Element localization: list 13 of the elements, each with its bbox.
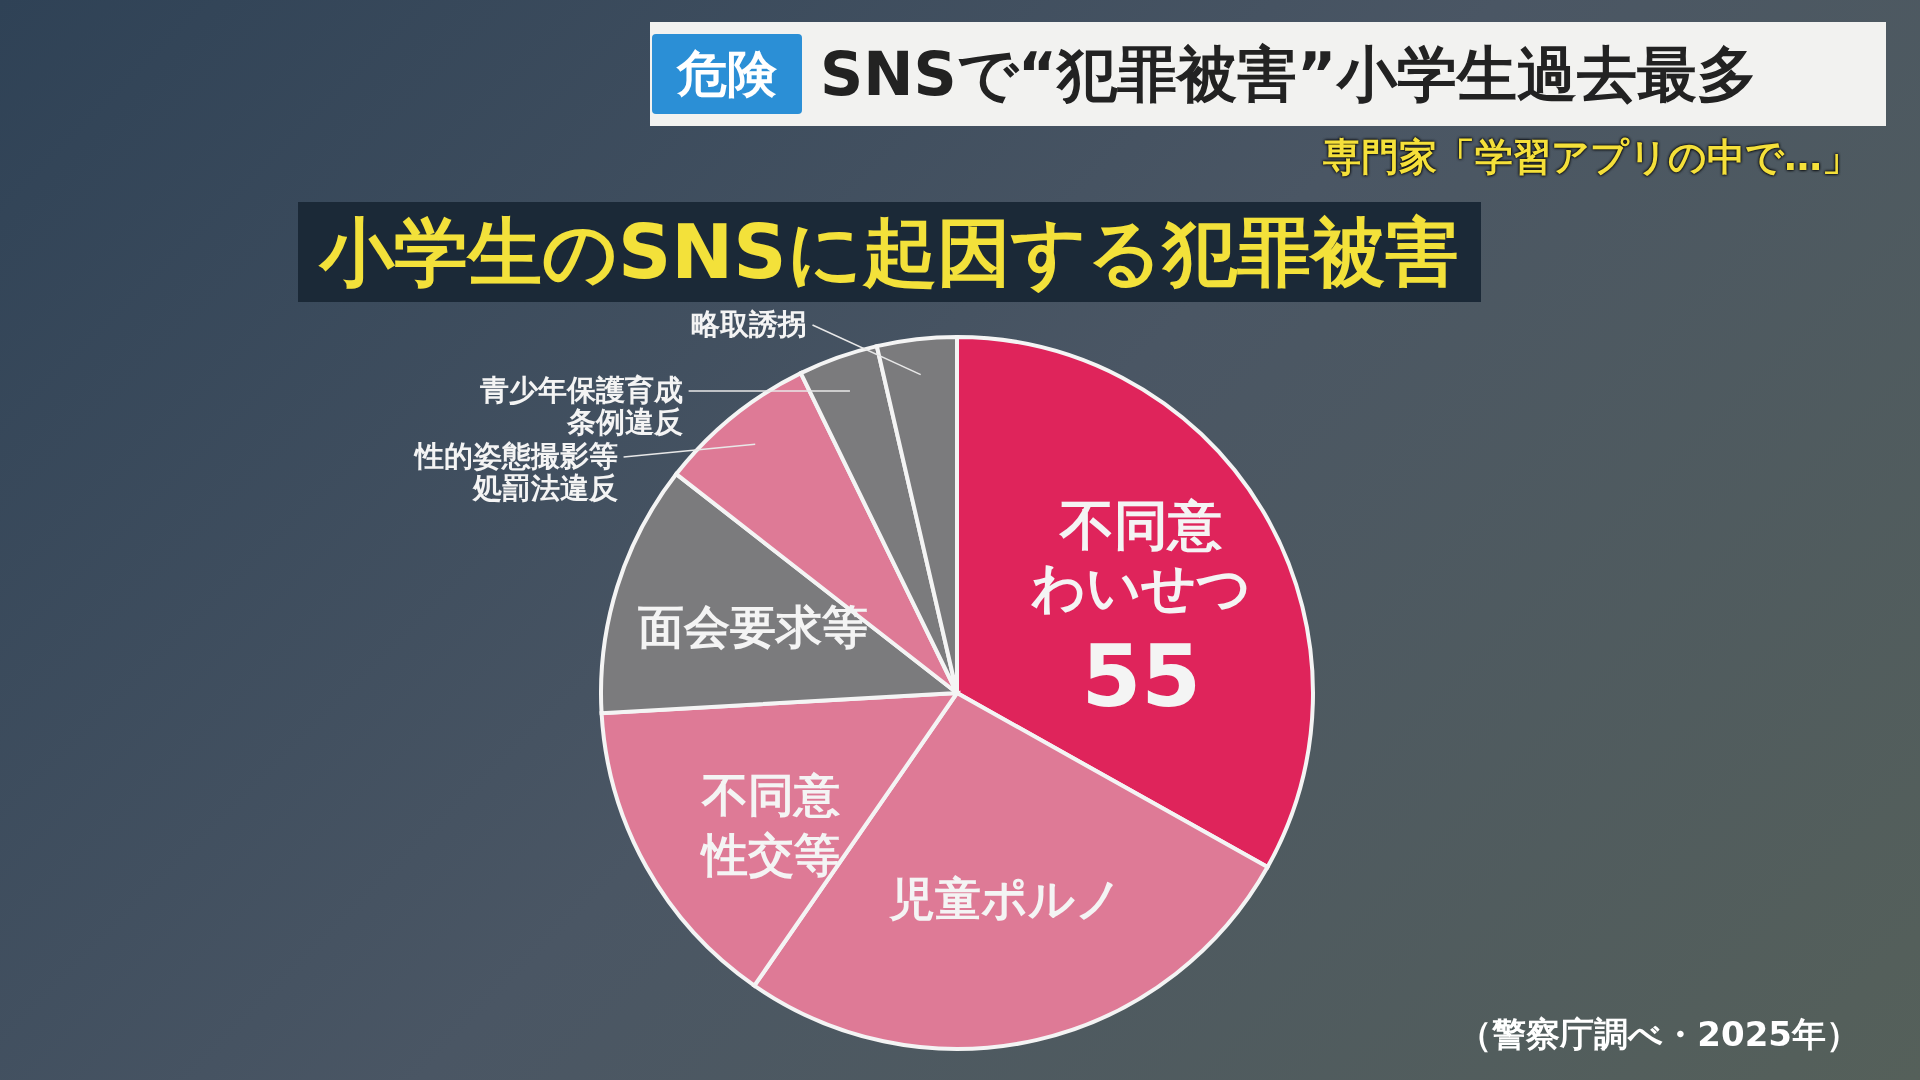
slice-label: 不同意性交等 (698, 768, 840, 883)
text: 専門家「学習アプリの中で…」 (1323, 134, 1860, 181)
slice-label: 不同意わいせつ (1031, 494, 1252, 620)
slice-label: 青少年保護育成条例違反 (478, 373, 683, 439)
slice-label: 児童ポルノ (887, 872, 1122, 927)
slice-label: 性的姿態撮影等処罰法違反 (412, 439, 618, 505)
data-label: 55 (1081, 626, 1202, 727)
text: SNSで“犯罪被害”小学生過去最多 (820, 38, 1757, 111)
text: 危険 (652, 34, 802, 114)
slice-label: 面会要求等 (638, 600, 869, 655)
slice-label: 略取誘拐 (690, 307, 807, 341)
text: （警察庁調べ・2025年） (1458, 1013, 1860, 1056)
chart-title: 小学生のSNSに起因する犯罪被害 (298, 202, 1481, 302)
